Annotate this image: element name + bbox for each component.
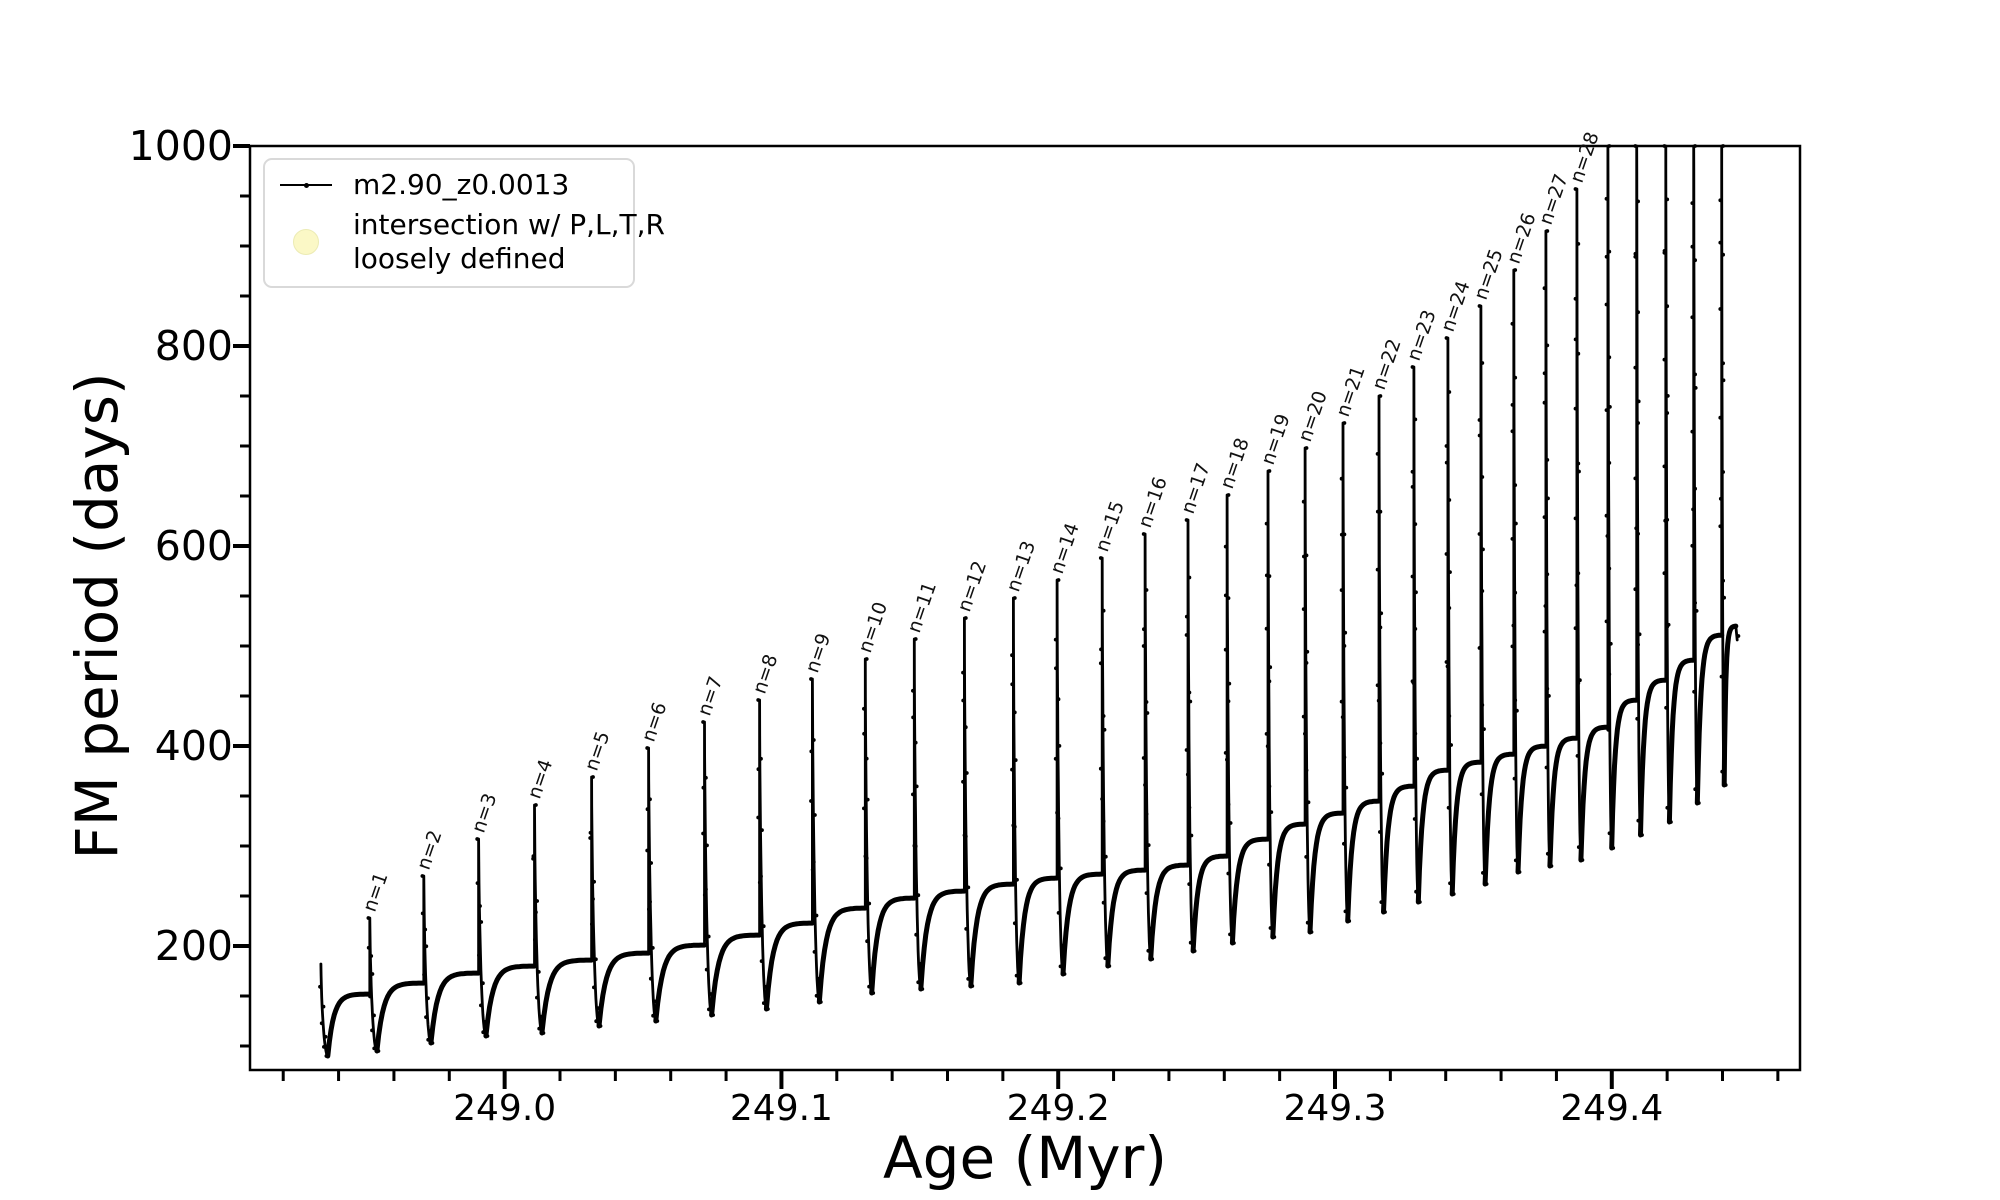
y-tick-label: 800 [155, 322, 233, 370]
x-tick-label: 249.1 [730, 1088, 833, 1129]
pulse-label: n=2 [413, 828, 447, 873]
pulse-label: n=22 [1368, 336, 1406, 392]
pulse-label: n=6 [638, 700, 672, 745]
pulse-label: n=8 [749, 652, 783, 697]
pulse-label: n=21 [1332, 363, 1370, 419]
y-tick-label: 200 [155, 922, 233, 970]
pulse-label: n=18 [1216, 435, 1254, 491]
pulse-label: n=12 [953, 558, 991, 614]
pulse-label: n=3 [468, 791, 502, 836]
legend-box: m2.90_z0.0013 intersection w/ P,L,T,R lo… [263, 158, 665, 288]
pulse-label: n=14 [1046, 520, 1084, 576]
legend-line-marker-icon [275, 182, 337, 188]
axes-spines [248, 144, 1802, 1072]
pulse-label: n=24 [1437, 278, 1475, 334]
pulse-label: n=25 [1470, 246, 1508, 302]
legend-intersection-line2: loosely defined [353, 242, 566, 275]
legend-series-label: m2.90_z0.0013 [353, 168, 570, 201]
pulse-label: n=19 [1257, 411, 1295, 467]
x-tick-label: 249.0 [453, 1088, 556, 1129]
legend-entry-series: m2.90_z0.0013 [275, 168, 619, 202]
legend-intersection-line1: intersection w/ P,L,T,R [353, 208, 665, 241]
pulse-label: n=10 [854, 599, 892, 655]
curve-baseline [325, 623, 1739, 1059]
pulse-label: n=16 [1134, 474, 1172, 530]
curve-spikes [319, 144, 1739, 1058]
y-tick-label: 1000 [129, 122, 233, 170]
x-tick-label: 249.2 [1007, 1088, 1110, 1129]
pulse-label: n=28 [1566, 129, 1604, 185]
pulse-label: n=15 [1091, 498, 1129, 554]
x-tick-label: 249.3 [1283, 1088, 1386, 1129]
pulse-label: n=7 [693, 674, 727, 719]
pulse-label: n=5 [581, 729, 615, 774]
pulse-label: n=1 [359, 870, 393, 915]
pulse-label: n=9 [801, 631, 835, 676]
legend-intersection-label: intersection w/ P,L,T,R loosely defined [353, 208, 665, 276]
legend-entry-intersection: intersection w/ P,L,T,R loosely defined [275, 208, 665, 276]
pulse-label: n=13 [1002, 538, 1040, 594]
x-tick-label: 249.4 [1560, 1088, 1663, 1129]
pulse-label: n=23 [1403, 307, 1441, 363]
pulse-label: n=20 [1294, 388, 1332, 444]
y-tick-label: 600 [155, 522, 233, 570]
x-axis-label: Age (Myr) [882, 1124, 1168, 1192]
legend-circle-marker-icon [275, 229, 337, 255]
pulse-label: n=11 [903, 579, 941, 635]
pulse-label: n=17 [1177, 460, 1215, 516]
y-tick-label: 400 [155, 722, 233, 770]
pulse-label: n=4 [523, 757, 557, 802]
y-axis-label: FM period (days) [63, 372, 131, 860]
curve-point-markers [318, 144, 1741, 1058]
